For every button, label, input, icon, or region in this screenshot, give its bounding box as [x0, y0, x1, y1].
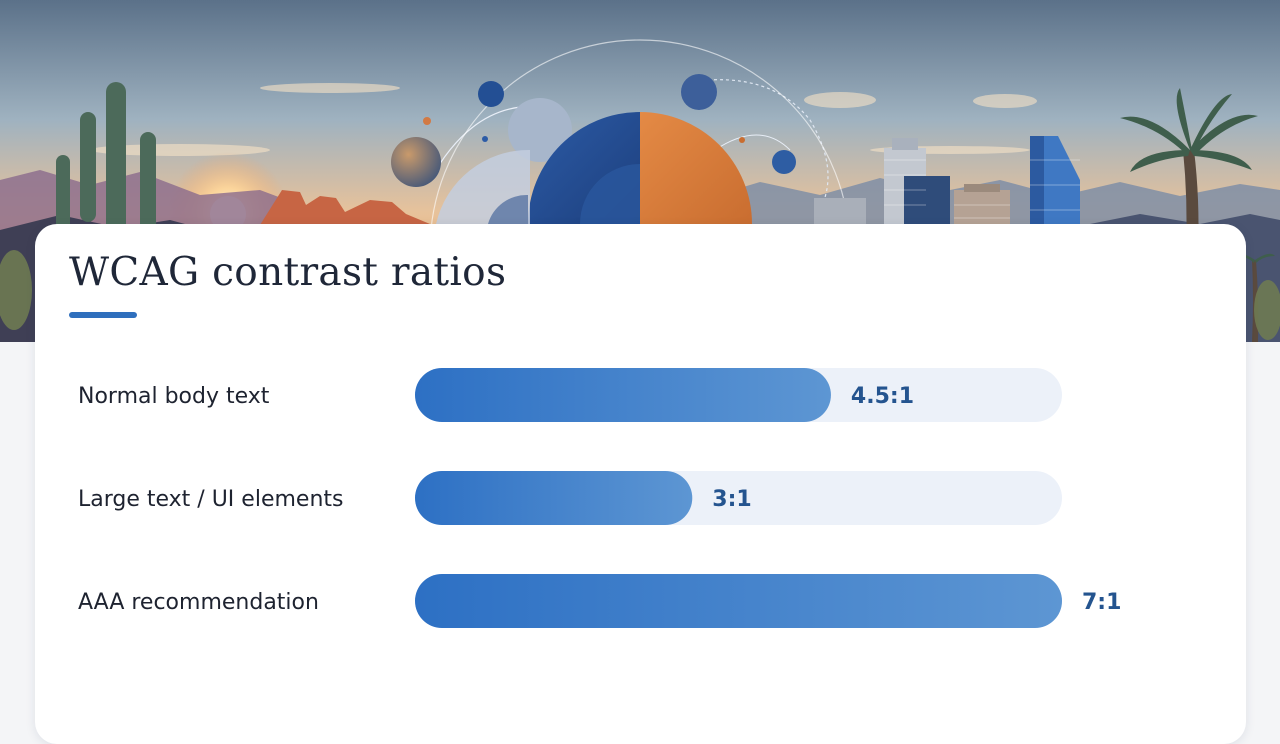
saguaro-cactus-icon: [56, 82, 156, 242]
chart-svg: Normal body text 4.5:1 Large text / UI ele…: [78, 368, 1121, 628]
bar-value-label: 3:1: [712, 487, 751, 512]
bar-value-label: 7:1: [1082, 590, 1121, 615]
orbit-sphere-icon: [391, 39, 851, 342]
bar: [415, 368, 831, 422]
contrast-ratio-bar-chart: Normal body text 4.5:1 Large text / UI ele…: [35, 224, 1246, 744]
chart-title: WCAG contrast ratios: [69, 250, 507, 295]
category-label: Large text / UI elements: [78, 487, 343, 512]
bar: [415, 574, 1062, 628]
category-label: Normal body text: [78, 384, 270, 409]
bar: [415, 471, 693, 525]
chart-card: WCAG contrast ratios Normal body text 4.5…: [35, 224, 1246, 744]
category-label: AAA recommendation: [78, 590, 319, 615]
bar-value-label: 4.5:1: [851, 384, 914, 409]
title-accent-underline: [69, 312, 137, 318]
